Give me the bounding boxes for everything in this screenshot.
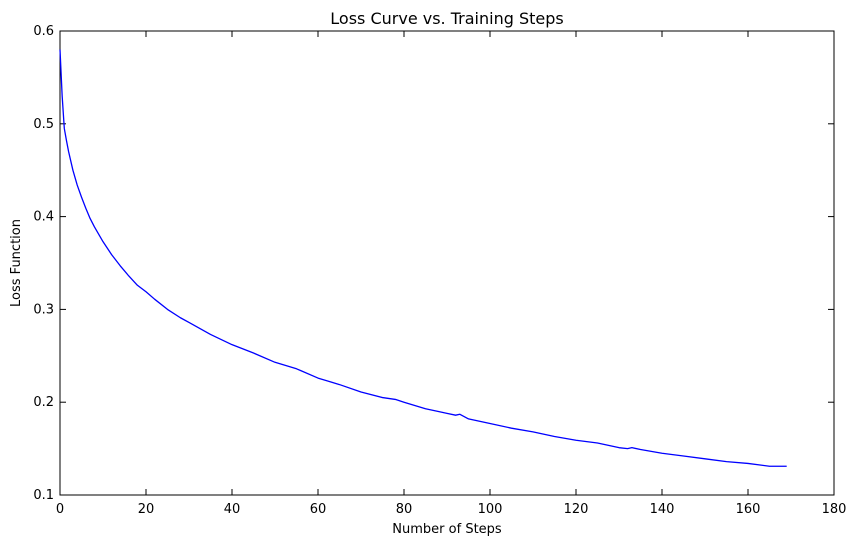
x-axis-label: Number of Steps <box>392 522 502 537</box>
y-tick-label: 0.5 <box>33 117 54 132</box>
x-tick-label: 140 <box>650 502 675 517</box>
series-layer <box>59 49 787 467</box>
x-tick-label: 80 <box>396 502 413 517</box>
x-tick-label: 120 <box>564 502 589 517</box>
chart-title: Loss Curve vs. Training Steps <box>330 9 563 28</box>
y-tick-label: 0.2 <box>33 395 54 410</box>
y-tick-label: 0.6 <box>33 24 54 39</box>
loss-series-line <box>59 49 787 467</box>
x-tick-label: 180 <box>822 502 847 517</box>
x-tick-label: 0 <box>56 502 64 517</box>
y-tick-label: 0.3 <box>33 302 54 317</box>
y-axis-label: Loss Function <box>9 219 24 307</box>
y-tick-label: 0.1 <box>33 488 54 503</box>
x-tick-label: 60 <box>310 502 327 517</box>
x-tick-label: 40 <box>224 502 241 517</box>
x-tick-label: 20 <box>138 502 155 517</box>
plot-area <box>59 30 835 496</box>
y-tick-label: 0.4 <box>33 210 54 225</box>
x-tick-label: 160 <box>736 502 761 517</box>
ticks-layer: 0 20 40 60 80 100 120 140 160 180 0.1 0.2 0.3 0.4 0.5 0… <box>33 24 846 517</box>
x-tick-label: 100 <box>478 502 503 517</box>
